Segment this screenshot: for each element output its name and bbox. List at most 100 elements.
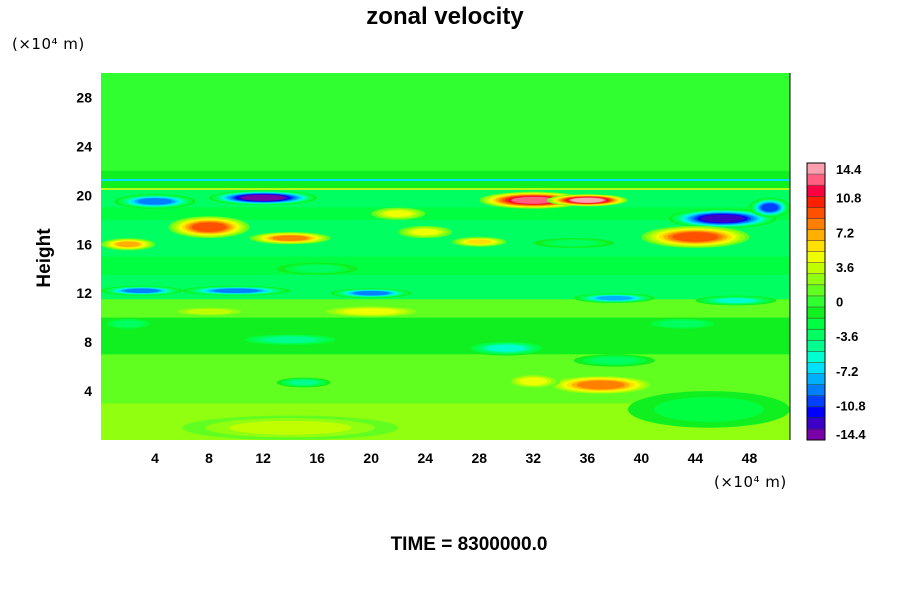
colorbar-swatch [807, 273, 825, 286]
x-tick-label: 16 [309, 450, 325, 466]
colorbar-tick-label: 7.2 [836, 225, 854, 240]
contour-level [241, 194, 285, 201]
x-tick-label: 32 [526, 450, 542, 466]
colorbar-swatch [807, 196, 825, 208]
westward-jet-feature [236, 333, 345, 346]
contour-level [212, 288, 260, 293]
eastward-jet-feature [182, 415, 399, 440]
colorbar [806, 162, 826, 441]
x-tick-label: 28 [471, 450, 487, 466]
colorbar-ticks: 14.4 10.8 7.2 3.6 0 -3.6 -7.2 -10.8 -14.4 [836, 162, 866, 442]
colorbar-swatch [807, 362, 825, 375]
colorbar-swatch [807, 329, 825, 341]
colorbar-swatch [807, 318, 825, 330]
colorbar-tick-label: 0 [836, 295, 843, 310]
y-tick-label: 24 [76, 138, 92, 154]
horizontal-bands [101, 73, 790, 440]
field-band [101, 299, 790, 318]
y-axis-unit: (×10⁴ m) [12, 35, 85, 53]
contour-level [115, 241, 141, 248]
x-tick-label: 20 [363, 450, 379, 466]
westward-jet-feature [101, 317, 156, 330]
eastward-jet-feature [317, 305, 426, 318]
eastward-jet-feature [546, 194, 628, 207]
eastward-jet-feature [398, 225, 453, 239]
westward-jet-feature [533, 238, 615, 248]
contour-level [654, 397, 764, 422]
colorbar-swatch [807, 240, 825, 253]
x-tick-label: 8 [205, 450, 213, 466]
westward-jet-feature [573, 354, 655, 367]
eastward-jet-feature [506, 373, 561, 389]
colorbar-swatch [807, 185, 825, 197]
field-band [101, 207, 790, 220]
contour-level [596, 295, 633, 301]
contour-level [294, 265, 341, 273]
colorbar-swatch [807, 417, 825, 430]
contour-level [228, 420, 352, 435]
colorbar-tick-label: -3.6 [836, 329, 858, 344]
x-tick-label: 4 [151, 450, 159, 466]
x-tick-label: 48 [742, 450, 758, 466]
contour-level [272, 235, 309, 241]
westward-jet-feature [668, 208, 777, 229]
westward-jet-feature [101, 285, 183, 296]
y-tick-label: 28 [76, 89, 92, 105]
eastward-jet-feature [452, 236, 507, 247]
colorbar-swatch [807, 295, 825, 308]
westward-jet-feature [276, 262, 358, 275]
colorbar-tick-label: -14.4 [836, 427, 866, 442]
westward-jet-feature [695, 295, 777, 306]
y-tick-label: 16 [76, 236, 92, 252]
colorbar-frame [806, 162, 826, 441]
colorbar-swatch [807, 395, 825, 408]
eastward-jet-feature [168, 306, 250, 317]
colorbar-swatch [807, 251, 825, 264]
colorbar-swatch [807, 284, 825, 297]
contour-level [716, 298, 756, 303]
contour-level [411, 228, 440, 236]
westward-jet-feature [182, 285, 291, 296]
x-tick-label: 36 [580, 450, 596, 466]
eastward-jet-feature [371, 207, 426, 220]
westward-jet-feature [573, 293, 655, 303]
westward-jet-feature [330, 288, 412, 299]
colorbar-swatch [807, 384, 825, 397]
contour-level [124, 288, 160, 293]
contour-level [112, 320, 144, 328]
time-label: TIME = 8300000.0 [391, 534, 548, 555]
contour-level [191, 222, 227, 232]
colorbar-tick-label: 3.6 [836, 260, 854, 275]
contour-level [570, 197, 604, 203]
field-band [101, 256, 790, 275]
contour-level [262, 336, 318, 343]
x-tick-label: 40 [634, 450, 650, 466]
colorbar-swatch [807, 307, 825, 319]
colorbar-tick-label: -10.8 [836, 398, 866, 413]
y-axis-label: Height [34, 228, 55, 288]
field-band [101, 73, 790, 171]
westward-jet-feature [641, 317, 723, 330]
contour-level [511, 196, 556, 204]
colorbar-tick-label: 10.8 [836, 191, 861, 206]
colorbar-swatch [807, 262, 825, 275]
y-tick-label: 20 [76, 187, 92, 203]
colorbar-tick-label: 14.4 [836, 162, 862, 177]
eastward-jet-feature [249, 232, 331, 245]
x-tick-label: 44 [688, 450, 704, 466]
westward-jet-feature [276, 377, 331, 388]
contour-level [486, 344, 526, 352]
eastward-jet-feature [546, 375, 655, 395]
westward-jet-feature [114, 194, 196, 209]
x-tick-label: 12 [255, 450, 271, 466]
contour-level [289, 379, 318, 386]
colorbar-swatch [807, 373, 825, 386]
colorbar-swatch [807, 351, 825, 363]
eastward-jet-feature [101, 238, 156, 251]
y-tick-label: 8 [84, 334, 92, 350]
y-tick-label: 4 [84, 383, 92, 399]
westward-jet-feature [209, 190, 318, 206]
contour-level [186, 308, 233, 315]
contour-level [466, 239, 493, 245]
